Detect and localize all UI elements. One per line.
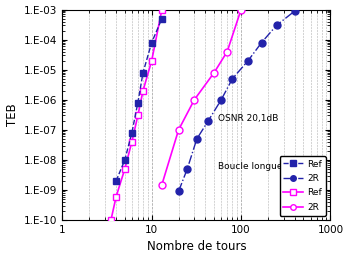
X-axis label: Nombre de tours: Nombre de tours — [147, 240, 246, 254]
Legend: Ref, 2R, Ref, 2R: Ref, 2R, Ref, 2R — [280, 156, 326, 215]
Text: Boucle longue: Boucle longue — [218, 162, 282, 171]
Text: OSNR 20,1dB: OSNR 20,1dB — [218, 114, 278, 123]
Y-axis label: TEB: TEB — [6, 103, 18, 126]
